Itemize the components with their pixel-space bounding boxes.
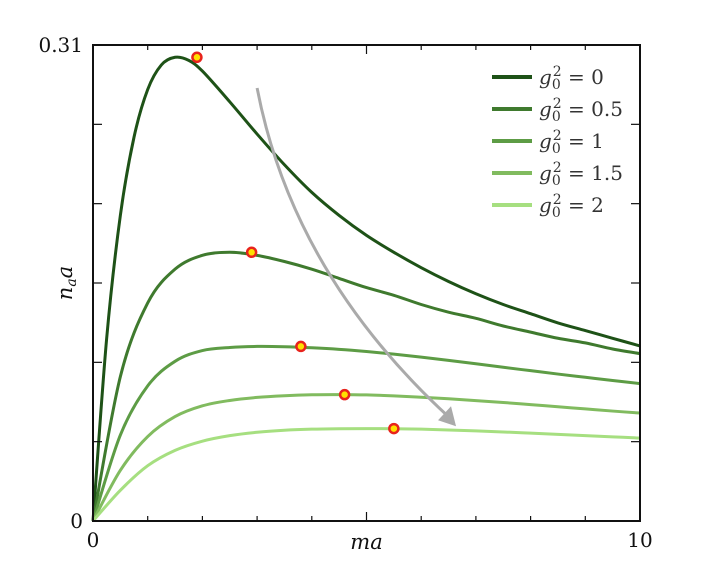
x-tick-label: 0: [87, 528, 100, 552]
peak-markers: [191, 51, 400, 435]
legend-label: g02 = 1.5: [539, 160, 623, 189]
axis-ticks: [92, 44, 641, 522]
series-line-4: [91, 427, 641, 522]
y-tick-label: 0: [70, 509, 83, 533]
x-tick-label: 10: [627, 528, 652, 552]
tick-labels: 0 10 0 0.31: [38, 33, 652, 552]
series-line-1: [91, 250, 641, 522]
annotations: [255, 87, 457, 427]
peak-marker: [245, 246, 258, 259]
series-line-3: [91, 393, 641, 522]
peak-marker: [191, 51, 203, 64]
x-axis-label: ma: [350, 530, 382, 554]
peak-marker: [295, 340, 307, 353]
series-lines: [91, 55, 641, 522]
trend-arrow-head: [438, 406, 457, 427]
series-line-0: [91, 55, 641, 522]
peak-marker: [388, 422, 400, 435]
legend-label: g02 = 2: [539, 192, 604, 221]
legend-label: g02 = 0.5: [539, 96, 623, 125]
legend-label: g02 = 1: [539, 128, 604, 157]
legend: g02 = 0 g02 = 0.5 g02 = 1 g02 = 1.5 g02 = 2: [492, 64, 623, 221]
series-line-2: [91, 344, 641, 522]
y-tick-label: 0.31: [38, 33, 83, 57]
legend-label: g02 = 0: [539, 64, 604, 93]
peak-marker: [338, 388, 351, 401]
y-axis-label: naa: [53, 266, 80, 300]
trend-arrow: [255, 87, 450, 418]
